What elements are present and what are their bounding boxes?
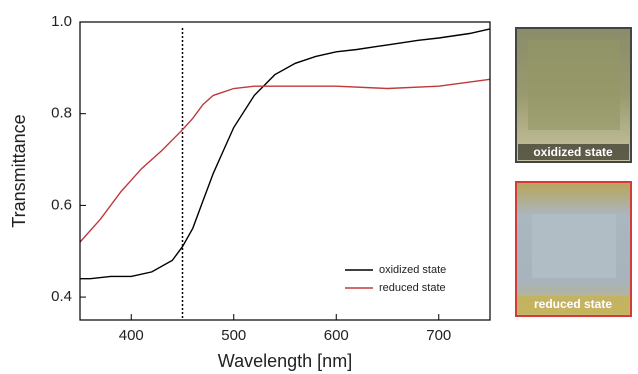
photo-label-bg xyxy=(518,296,629,314)
photo-label: reduced state xyxy=(534,297,612,311)
x-axis-title: Wavelength [nm] xyxy=(218,351,352,371)
x-tick-label: 700 xyxy=(426,327,451,344)
photo-label-bg xyxy=(518,144,629,160)
x-tick-label: 500 xyxy=(221,327,246,344)
photo: oxidized state xyxy=(515,27,632,163)
y-tick-label: 1.0 xyxy=(51,13,72,30)
photo-panel xyxy=(528,40,620,130)
y-tick-label: 0.4 xyxy=(51,288,72,305)
x-tick-label: 400 xyxy=(119,327,144,344)
plot-frame xyxy=(79,21,491,321)
x-tick-label: 600 xyxy=(324,327,349,344)
y-axis-title: Transmittance xyxy=(9,114,29,227)
photo: reduced state xyxy=(515,181,632,317)
y-tick-label: 0.8 xyxy=(51,105,72,122)
y-tick-label: 0.6 xyxy=(51,196,72,213)
legend-label: oxidized state xyxy=(379,264,446,276)
line xyxy=(80,28,491,280)
photo-label: oxidized state xyxy=(533,145,613,159)
photo-panel xyxy=(532,214,616,278)
legend-label: reduced state xyxy=(379,282,446,294)
line xyxy=(79,78,491,243)
